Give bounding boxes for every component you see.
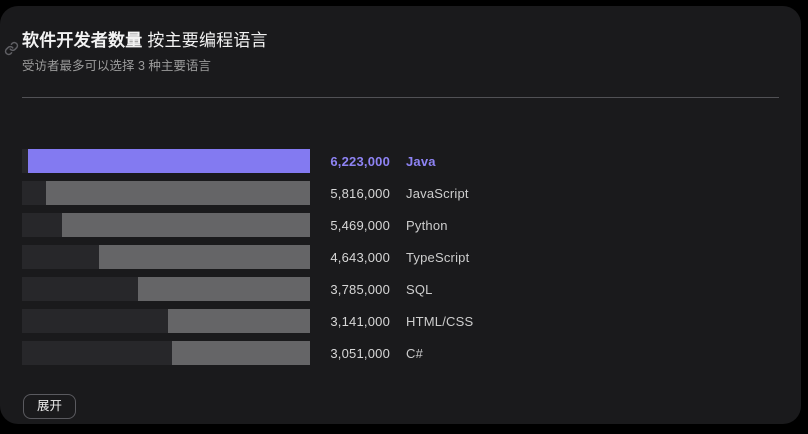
bar-value: 3,785,000 [330, 281, 390, 297]
bar-track [22, 309, 310, 333]
bar-track [22, 149, 310, 173]
bar-row[interactable]: 5,816,000 JavaScript [22, 181, 779, 205]
expand-button[interactable]: 展开 [23, 394, 77, 419]
bar-row[interactable]: 3,051,000 C# [22, 341, 779, 365]
bar-track [22, 277, 310, 301]
chart-title-main: 软件开发者数量 [22, 31, 143, 50]
bar-label: C# [406, 345, 424, 361]
bar-value: 3,051,000 [330, 345, 390, 361]
bar-row[interactable]: 5,469,000 Python [22, 213, 779, 237]
bar-fill [27, 149, 310, 173]
bar-value: 5,469,000 [330, 217, 390, 233]
bar-track [22, 245, 310, 269]
bar-value: 4,643,000 [330, 249, 390, 265]
bar-chart: 6,223,000 Java 5,816,000 JavaScript 5,46… [22, 149, 779, 365]
chart-title: 软件开发者数量 按主要编程语言 [22, 6, 779, 52]
bar-track [22, 213, 310, 237]
bar-row[interactable]: 4,643,000 TypeScript [22, 245, 779, 269]
bar-fill [167, 309, 310, 333]
bar-fill [61, 213, 310, 237]
bar-label: TypeScript [406, 249, 470, 265]
divider [22, 97, 779, 98]
bar-label: Python [406, 217, 448, 233]
bar-row[interactable]: 6,223,000 Java [22, 149, 779, 173]
bar-label: Java [406, 153, 436, 169]
bar-fill [138, 277, 310, 301]
link-icon[interactable] [4, 41, 19, 56]
bar-row[interactable]: 3,785,000 SQL [22, 277, 779, 301]
bar-label: JavaScript [406, 185, 469, 201]
bar-value: 6,223,000 [330, 153, 390, 169]
bar-value: 3,141,000 [330, 313, 390, 329]
chart-subtitle: 受访者最多可以选择 3 种主要语言 [22, 59, 211, 73]
bar-fill [46, 181, 310, 205]
bar-label: SQL [406, 281, 433, 297]
bar-track [22, 181, 310, 205]
bar-row[interactable]: 3,141,000 HTML/CSS [22, 309, 779, 333]
bar-value: 5,816,000 [330, 185, 390, 201]
bar-track [22, 341, 310, 365]
bar-fill [99, 245, 310, 269]
bar-fill [171, 341, 310, 365]
chart-card: 软件开发者数量 按主要编程语言 受访者最多可以选择 3 种主要语言 6,223,… [0, 6, 801, 424]
chart-title-qualifier: 按主要编程语言 [147, 31, 268, 50]
bar-label: HTML/CSS [406, 313, 474, 329]
